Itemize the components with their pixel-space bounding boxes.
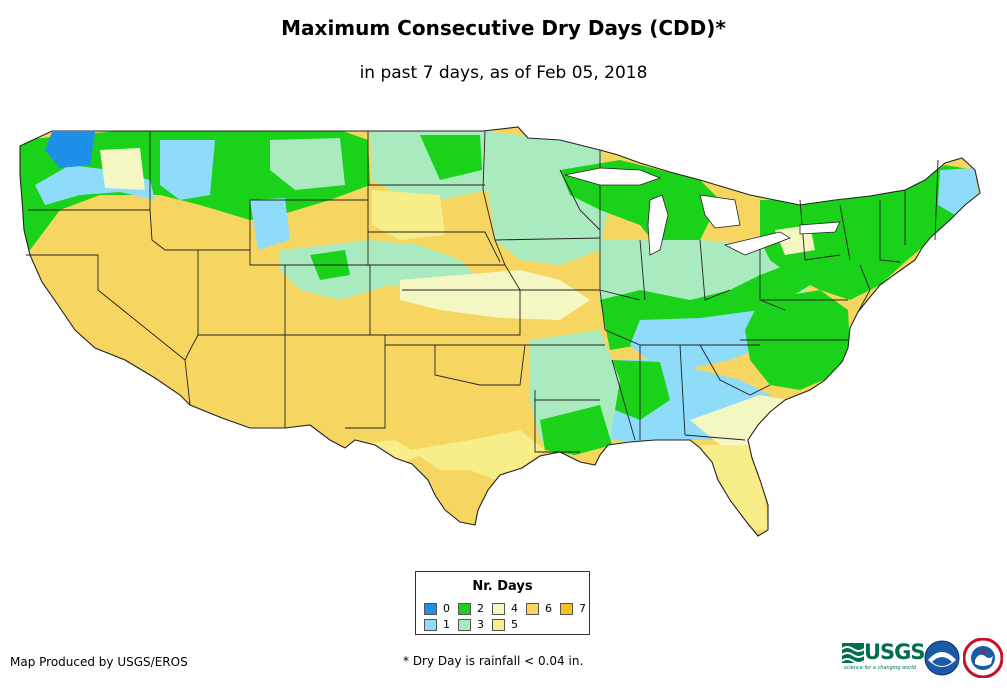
legend-swatch [526, 602, 539, 615]
state-boundaries [19, 126, 981, 537]
legend-swatch [424, 602, 437, 615]
lake-michigan [647, 194, 669, 256]
legend-item-7: 7 [560, 602, 586, 615]
zone-1 [938, 168, 978, 215]
legend-label: 0 [443, 602, 450, 615]
zone-5 [410, 430, 545, 480]
zone-4 [690, 395, 790, 460]
noaa-logo-icon [924, 640, 960, 676]
legend-swatch [492, 602, 505, 615]
great-lakes [564, 167, 841, 256]
legend-swatch [458, 602, 471, 615]
legend-label: 1 [443, 618, 450, 631]
lake-superior [564, 167, 662, 186]
legend-item-0: 0 [424, 602, 450, 615]
zone-2 [760, 165, 978, 300]
dry-day-footnote: * Dry Day is rainfall < 0.04 in. [403, 654, 584, 668]
zone-3 [485, 131, 610, 265]
zone-2 [420, 135, 482, 180]
zone-5 [372, 190, 445, 240]
legend-swatch [424, 618, 437, 631]
lake-huron [699, 194, 741, 229]
legend: Nr. Days 0 1 2 3 4 5 6 7 [415, 571, 590, 635]
zone-3 [270, 138, 345, 190]
legend-item-2: 2 [458, 602, 484, 615]
legend-title: Nr. Days [472, 579, 533, 594]
lake-erie [723, 231, 791, 256]
legend-label: 4 [511, 602, 518, 615]
lake-ontario [799, 221, 841, 235]
zone-5 [700, 445, 768, 530]
legend-swatch [560, 602, 573, 615]
zone-4 [100, 148, 145, 190]
legend-item-1: 1 [424, 618, 450, 631]
legend-label: 3 [477, 618, 484, 631]
zone-1 [160, 140, 215, 200]
map-subtitle: in past 7 days, as of Feb 05, 2018 [359, 63, 648, 83]
legend-label: 6 [545, 602, 552, 615]
legend-item-5: 5 [492, 618, 518, 631]
legend-item-6: 6 [526, 602, 552, 615]
zone-0 [45, 132, 95, 168]
map-title: Maximum Consecutive Dry Days (CDD)* [281, 16, 726, 40]
cdd-zones [20, 128, 978, 530]
zone-4 [400, 270, 590, 320]
usgs-tagline: science for a changing world [844, 665, 916, 671]
usgs-logo: USGS science for a changing world [842, 640, 926, 671]
legend-label: 2 [477, 602, 484, 615]
legend-swatch [492, 618, 505, 631]
map-credit: Map Produced by USGS/EROS [10, 655, 188, 669]
legend-item-3: 3 [458, 618, 484, 631]
nws-logo-icon [963, 638, 1003, 678]
legend-label: 7 [579, 602, 586, 615]
legend-swatch [458, 618, 471, 631]
legend-label: 5 [511, 618, 518, 631]
zone-2 [540, 405, 612, 455]
zone-1 [250, 198, 290, 250]
legend-item-4: 4 [492, 602, 518, 615]
usgs-wordmark: USGS [864, 640, 926, 664]
usgs-wave-icon [842, 643, 864, 663]
